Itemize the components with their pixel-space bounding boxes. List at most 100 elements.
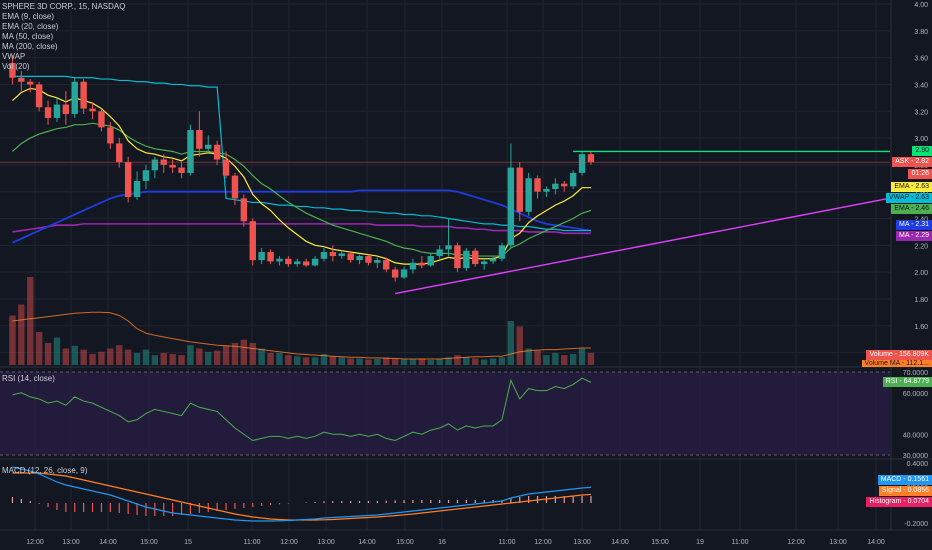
- candle-body: [18, 77, 25, 82]
- candle-body: [231, 175, 239, 199]
- volume-bar: [365, 359, 372, 365]
- indicator-volume[interactable]: Vol (20): [2, 62, 30, 71]
- candle-body: [80, 81, 87, 109]
- indicator-ma50[interactable]: MA (50, close): [2, 32, 54, 41]
- time-axis-label: 13:00: [573, 539, 591, 546]
- rsi-band: [0, 371, 890, 456]
- candle-body: [436, 249, 443, 257]
- volume-bar: [472, 358, 479, 365]
- volume-bar: [187, 345, 194, 365]
- price-axis-label: 2.40: [914, 217, 928, 224]
- ma200-line: [12, 189, 592, 244]
- volume-bar: [27, 277, 34, 365]
- rsi-title[interactable]: RSI (14, close): [2, 374, 55, 383]
- volume-bar: [213, 350, 221, 365]
- candle-body: [427, 256, 434, 266]
- candle-body: [267, 252, 274, 262]
- price-axis-label: 1.60: [914, 324, 928, 331]
- candle-body: [374, 260, 381, 263]
- volume-bar: [534, 350, 541, 365]
- rsi-axis-label: 30.0000: [903, 453, 928, 460]
- volume-bar: [44, 343, 52, 365]
- signal-line: [12, 472, 591, 521]
- volume-bar: [205, 351, 212, 365]
- candle-body: [285, 258, 292, 265]
- candle-body: [124, 162, 132, 198]
- candle-body: [552, 183, 559, 190]
- rsi-axis-label: 60.0000: [903, 391, 928, 398]
- rsi-axis-label: 70.0000: [903, 370, 928, 377]
- volume-bar: [142, 349, 150, 365]
- volume-bar: [18, 304, 25, 365]
- candle-body: [302, 261, 310, 266]
- candle-body: [347, 253, 354, 261]
- volume-bar: [578, 348, 586, 365]
- candle-body: [400, 269, 408, 278]
- volume-bar: [516, 326, 523, 365]
- time-axis-label: 16: [438, 539, 446, 546]
- volume-bar: [196, 348, 203, 365]
- time-axis-label: 11:00: [244, 539, 261, 546]
- price-axis-label: 1.80: [914, 297, 928, 304]
- volume-bar: [507, 321, 515, 365]
- candle-body: [463, 250, 470, 269]
- macd-axis-label: 0.4000: [907, 461, 929, 468]
- indicator-vwap[interactable]: VWAP: [2, 52, 26, 61]
- volume-bar: [374, 358, 381, 365]
- time-axis-label: 19: [696, 539, 704, 546]
- volume-bar: [383, 357, 390, 365]
- indicator-ma200[interactable]: MA (200, close): [2, 42, 58, 51]
- volume-bar: [347, 358, 354, 365]
- macd-title[interactable]: MACD (12, 26, close, 9): [2, 466, 88, 475]
- time-axis-label: 12:00: [280, 539, 298, 546]
- volume-bar: [561, 355, 568, 365]
- time-axis-label: 15:00: [140, 539, 158, 546]
- symbol-title[interactable]: SPHERE 3D CORP., 15, NASDAQ: [2, 2, 126, 11]
- vwap-line: [12, 223, 591, 235]
- candle-body: [391, 269, 399, 278]
- time-axis-label: 14:00: [99, 539, 117, 546]
- volume-bar: [543, 355, 550, 365]
- candle-body: [534, 178, 541, 192]
- time-axis-label: 14:00: [358, 539, 376, 546]
- candle-body: [71, 81, 78, 114]
- rsi-tag: RSI - 64.8779: [882, 377, 932, 387]
- candle-body: [383, 260, 390, 270]
- candle-body: [525, 178, 532, 212]
- time-axis-label: 12:00: [534, 539, 552, 546]
- indicator-ema20[interactable]: EMA (20, close): [2, 22, 59, 31]
- volume-ma-line: [12, 311, 591, 360]
- candle-body: [543, 189, 550, 192]
- price-axis-label: 3.00: [914, 136, 928, 143]
- volume-bar: [480, 359, 488, 365]
- candle-body: [356, 256, 363, 261]
- volume-bar: [9, 315, 16, 365]
- candles: [9, 54, 595, 282]
- volume-bar: [454, 355, 461, 365]
- rsi-band-fill: [0, 372, 890, 455]
- volume-ma-tag: Volume MA - 112.1...: [861, 360, 932, 367]
- candle-body: [480, 261, 488, 265]
- price-axis-label: 3.20: [914, 109, 928, 116]
- candle-body: [258, 252, 265, 261]
- price-axis-label: 2.00: [914, 270, 928, 277]
- volume-bar: [311, 357, 319, 365]
- candle-body: [89, 108, 96, 112]
- volume-bar: [124, 349, 132, 365]
- time-axis-label: 15:00: [396, 539, 414, 546]
- candle-body: [311, 258, 319, 266]
- time-axis-label: 15: [184, 539, 192, 546]
- volume-bar: [231, 343, 239, 365]
- volume-bar: [436, 359, 443, 365]
- price-axis-label: 3.60: [914, 56, 928, 63]
- volume-tag: Volume - 156.809K: [866, 350, 932, 360]
- indicator-ema9[interactable]: EMA (9, close): [2, 12, 55, 21]
- price-axis-label: 2.20: [914, 243, 928, 250]
- volume-bar: [463, 357, 470, 365]
- candle-body: [53, 104, 61, 118]
- time-axis-label: 13:00: [62, 539, 80, 546]
- volume-bar: [240, 339, 248, 365]
- drawings[interactable]: [0, 150, 891, 295]
